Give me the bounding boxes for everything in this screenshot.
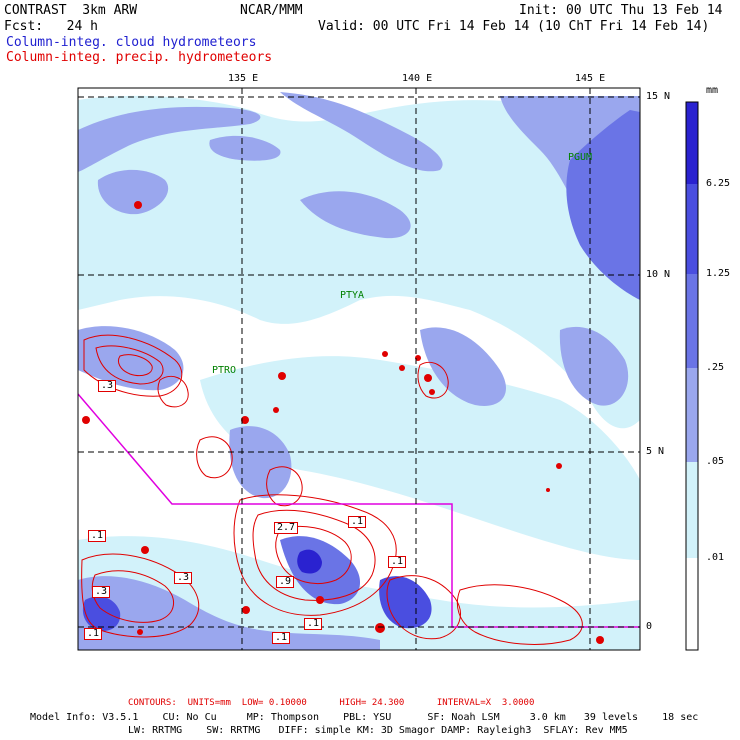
model-info-line1: Model Info: V3.5.1 CU: No Cu MP: Thompso… bbox=[30, 712, 699, 723]
contour-label: .1 bbox=[304, 618, 323, 630]
colorbar-label-625: 6.25 bbox=[706, 178, 731, 189]
domain-boundary bbox=[77, 393, 640, 628]
contour-label: 2.7 bbox=[274, 522, 299, 534]
cloud-cell-west bbox=[97, 169, 169, 215]
precip-cell bbox=[141, 546, 149, 554]
colorbar-unit: mm bbox=[706, 85, 719, 96]
contour-label: .1 bbox=[388, 556, 407, 568]
map-frame bbox=[77, 87, 641, 651]
lon-label-145: 145 E bbox=[575, 73, 606, 84]
precip-cell bbox=[273, 407, 279, 413]
precip-cell bbox=[278, 372, 286, 380]
lat-label-15n: 15 N bbox=[646, 91, 671, 102]
precip-cell bbox=[429, 389, 435, 395]
cloud-cell-center-north bbox=[300, 191, 411, 239]
precip-cell bbox=[546, 488, 550, 492]
contour-west-3 bbox=[117, 354, 153, 377]
lon-label-135: 135 E bbox=[228, 73, 259, 84]
lat-label-equator: 0 bbox=[646, 621, 653, 632]
cloud-cell-far-east bbox=[559, 326, 629, 406]
precip-cell bbox=[241, 416, 249, 424]
contour-info: CONTOURS: UNITS=mm LOW= 0.10000 HIGH= 24… bbox=[128, 698, 535, 708]
field-precip-label: Column-integ. precip. hydrometeors bbox=[6, 50, 273, 65]
contour-label: .3 bbox=[92, 586, 111, 598]
cloud-cell-east bbox=[420, 327, 506, 406]
cloud-cell-west-mid bbox=[78, 326, 184, 391]
precip-cell bbox=[556, 463, 562, 469]
contour-sw-2 bbox=[91, 570, 174, 623]
contour-label: .3 bbox=[98, 380, 117, 392]
cloud-band-nw bbox=[78, 106, 261, 172]
colorbar-bin-3 bbox=[686, 274, 698, 368]
station-ptya: PTYA bbox=[340, 290, 365, 301]
cloud-area-southwest bbox=[78, 576, 380, 650]
colorbar bbox=[685, 101, 699, 651]
contour-se-1 bbox=[386, 575, 461, 640]
contour-mid-3 bbox=[266, 466, 303, 507]
cloud-area-light-north bbox=[78, 95, 640, 429]
precip-cell bbox=[424, 374, 432, 382]
colorbar-bin-5 bbox=[686, 102, 698, 184]
contour-mid-4 bbox=[157, 376, 189, 408]
precip-cell bbox=[137, 629, 143, 635]
lat-lon-grid bbox=[78, 88, 640, 650]
cloud-area-light-central bbox=[200, 356, 640, 560]
colorbar-label-001: .01 bbox=[706, 552, 725, 563]
precip-cell bbox=[596, 636, 604, 644]
contour-label: .1 bbox=[272, 632, 291, 644]
contour-label: .1 bbox=[348, 516, 367, 528]
station-pgum: PGUM bbox=[568, 152, 593, 163]
precip-cell bbox=[375, 623, 385, 633]
colorbar-bin-4 bbox=[686, 184, 698, 274]
precip-cell bbox=[316, 596, 324, 604]
lat-label-10n: 10 N bbox=[646, 269, 671, 280]
contour-label: .9 bbox=[276, 576, 295, 588]
contour-south-3 bbox=[275, 525, 352, 584]
precip-cell bbox=[242, 606, 250, 614]
contour-west-2 bbox=[95, 345, 164, 385]
forecast-hour: Fcst: 24 h bbox=[4, 19, 98, 34]
colorbar-bin-0 bbox=[686, 558, 698, 650]
contour-label: .3 bbox=[174, 572, 193, 584]
colorbar-label-025: .25 bbox=[706, 362, 725, 373]
field-cloud-label: Column-integ. cloud hydrometeors bbox=[6, 35, 257, 50]
cloud-band-guam bbox=[566, 110, 640, 300]
precip-cell bbox=[382, 351, 388, 357]
center-name: NCAR/MMM bbox=[240, 3, 303, 18]
contour-label: .1 bbox=[88, 530, 107, 542]
precip-cells bbox=[82, 201, 604, 644]
cloud-field bbox=[78, 92, 640, 650]
contour-sw-1 bbox=[81, 553, 200, 638]
colorbar-bin-2 bbox=[686, 368, 698, 462]
cloud-core-3 bbox=[82, 596, 121, 632]
colorbar-frame bbox=[685, 101, 699, 651]
precip-cell bbox=[134, 201, 142, 209]
lat-label-5n: 5 N bbox=[646, 446, 665, 457]
precip-cell bbox=[82, 416, 90, 424]
valid-time: Valid: 00 UTC Fri 14 Feb 14 (10 ChT Fri … bbox=[318, 19, 710, 34]
model-title: CONTRAST 3km ARW bbox=[4, 3, 138, 18]
model-info-line2: LW: RRTMG SW: RRTMG DIFF: simple KM: 3D … bbox=[128, 725, 628, 736]
cloud-cell-nw2 bbox=[209, 135, 281, 161]
contour-mid-2 bbox=[417, 361, 449, 399]
colorbar-label-005: .05 bbox=[706, 456, 725, 467]
contour-south-1 bbox=[233, 494, 397, 616]
cloud-cell-south-west bbox=[229, 426, 292, 499]
colorbar-label-125: 1.25 bbox=[706, 268, 731, 279]
station-ptro: PTRO bbox=[212, 365, 237, 376]
colorbar-bin-1 bbox=[686, 462, 698, 558]
init-time: Init: 00 UTC Thu 13 Feb 14 bbox=[519, 3, 723, 18]
lon-label-140: 140 E bbox=[402, 73, 433, 84]
contour-mid-1 bbox=[196, 436, 233, 479]
cloud-core-4 bbox=[297, 549, 322, 574]
cloud-band-north bbox=[280, 92, 443, 172]
precip-cell bbox=[399, 365, 405, 371]
contour-south-2 bbox=[252, 509, 376, 601]
contour-label: .1 bbox=[84, 628, 103, 640]
